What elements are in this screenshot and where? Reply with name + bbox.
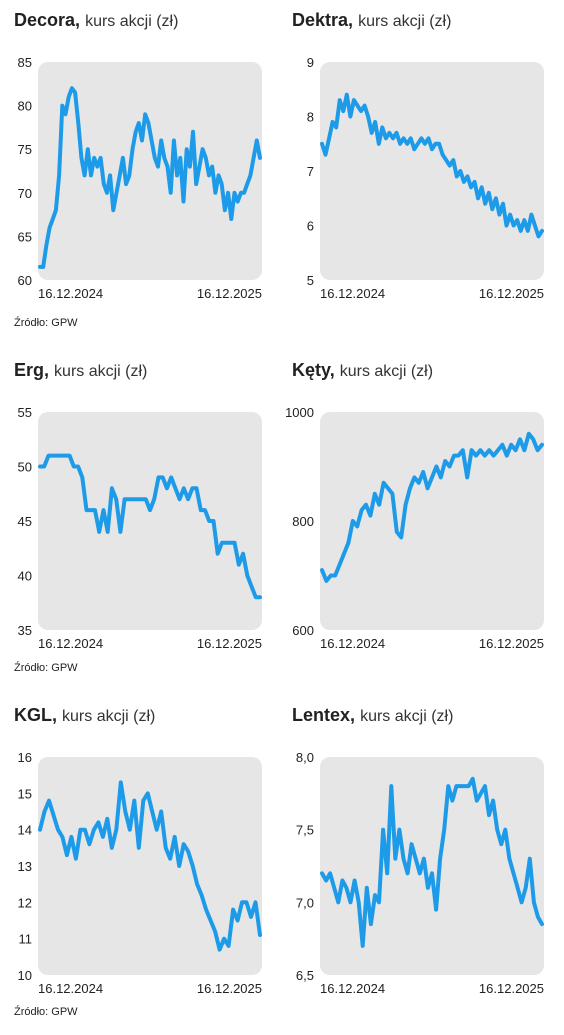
line-chart: 10 11 12 13 14 15 16 16.12.2024 16.12.2025 <box>18 750 262 996</box>
x-tick-label: 16.12.2025 <box>479 286 544 301</box>
chart-subtitle: kurs akcji (zł) <box>54 363 148 380</box>
x-tick-label: 16.12.2024 <box>320 981 385 996</box>
y-tick-label: 70 <box>18 186 32 201</box>
y-tick-label: 85 <box>18 55 32 70</box>
line-chart: 5 6 7 8 9 16.12.2024 16.12.2025 <box>307 55 544 301</box>
x-tick-label: 16.12.2025 <box>197 286 262 301</box>
y-tick-label: 45 <box>18 514 32 529</box>
x-tick-label: 16.12.2024 <box>38 981 103 996</box>
plot-area <box>38 757 262 975</box>
y-tick-label: 55 <box>18 405 32 420</box>
series-line <box>38 780 262 952</box>
x-tick-label: 16.12.2024 <box>320 636 385 651</box>
source-note: Źródło: GPW <box>14 317 78 329</box>
chart-subtitle: kurs akcji (zł) <box>358 13 452 30</box>
x-tick-label: 16.12.2024 <box>320 286 385 301</box>
x-tick-label: 16.12.2025 <box>197 981 262 996</box>
x-tick-label: 16.12.2025 <box>479 636 544 651</box>
plot-area <box>320 62 544 280</box>
x-tick-label: 16.12.2024 <box>38 636 103 651</box>
y-tick-label: 1000 <box>285 405 314 420</box>
chart-subtitle: kurs akcji (zł) <box>85 13 179 30</box>
chart-panel-lentex: Lentex, kurs akcji (zł) 6,5 7,0 7,5 8,0 16.1… <box>282 695 564 1005</box>
chart-subtitle: kurs akcji (zł) <box>62 708 156 725</box>
y-tick-label: 7,0 <box>296 895 314 910</box>
series-line <box>320 431 544 583</box>
plot-area <box>38 412 262 630</box>
y-tick-label: 12 <box>18 895 32 910</box>
y-tick-label: 13 <box>18 859 32 874</box>
line-chart: 600 800 1000 16.12.2024 16.12.2025 <box>285 405 544 651</box>
y-tick-label: 15 <box>18 786 32 801</box>
company-name: Dektra <box>292 10 349 30</box>
company-name: Decora <box>14 10 76 30</box>
line-chart: 60 65 70 75 80 85 16.12.2024 16.12.2025 <box>18 55 262 301</box>
y-tick-label: 16 <box>18 750 32 765</box>
y-tick-label: 35 <box>18 623 32 638</box>
company-name: Erg <box>14 360 45 380</box>
chart-title: Lentex, kurs akcji (zł) <box>292 705 454 725</box>
y-tick-label: 5 <box>307 273 314 288</box>
company-name: Lentex <box>292 705 351 725</box>
y-tick-label: 8,0 <box>296 750 314 765</box>
chart-panel-dektra: Dektra, kurs akcji (zł) 5 6 7 8 9 16.12.2024 1… <box>282 0 564 310</box>
y-tick-label: 65 <box>18 229 32 244</box>
plot-area <box>38 62 262 280</box>
company-name: Kęty <box>292 360 330 380</box>
y-tick-label: 7,5 <box>296 823 314 838</box>
chart-subtitle: kurs akcji (zł) <box>360 708 454 725</box>
company-name: KGL <box>14 705 52 725</box>
x-tick-label: 16.12.2024 <box>38 286 103 301</box>
y-tick-label: 40 <box>18 569 32 584</box>
chart-subtitle: kurs akcji (zł) <box>339 363 434 380</box>
y-tick-label: 80 <box>18 99 32 114</box>
chart-title: Kęty, kurs akcji (zł) <box>292 360 434 380</box>
series-line <box>38 453 262 600</box>
y-tick-label: 8 <box>307 110 314 125</box>
line-chart: 35 40 45 50 55 16.12.2024 16.12.2025 <box>18 405 262 651</box>
y-tick-label: 14 <box>18 823 32 838</box>
chart-panel-erg: Erg, kurs akcji (zł) 35 40 45 50 55 16.12.202… <box>0 350 282 674</box>
y-tick-label: 800 <box>292 514 314 529</box>
chart-panel-kgl: KGL, kurs akcji (zł) 10 11 12 13 14 15 16 16.12… <box>0 695 282 1018</box>
y-tick-label: 10 <box>18 968 32 983</box>
y-tick-label: 9 <box>307 55 314 70</box>
y-tick-label: 75 <box>18 142 32 157</box>
chart-title: KGL, kurs akcji (zł) <box>14 705 156 725</box>
line-chart: 6,5 7,0 7,5 8,0 16.12.2024 16.12.2025 <box>296 750 544 996</box>
series-line <box>320 92 544 239</box>
source-note: Źródło: GPW <box>14 1006 78 1018</box>
chart-title: Erg, kurs akcji (zł) <box>14 360 148 380</box>
y-tick-label: 7 <box>307 164 314 179</box>
x-tick-label: 16.12.2025 <box>197 636 262 651</box>
x-tick-label: 16.12.2025 <box>479 981 544 996</box>
series-line <box>320 776 544 948</box>
chart-title: Decora, kurs akcji (zł) <box>14 10 179 30</box>
chart-title: Dektra, kurs akcji (zł) <box>292 10 452 30</box>
y-tick-label: 600 <box>292 623 314 638</box>
y-tick-label: 6 <box>307 219 314 234</box>
source-note: Źródło: GPW <box>14 662 78 674</box>
series-line <box>38 86 262 269</box>
y-tick-label: 50 <box>18 460 32 475</box>
chart-panel-kety: Kęty, kurs akcji (zł) 600 800 1000 16.12.20… <box>282 350 564 660</box>
y-tick-label: 6,5 <box>296 968 314 983</box>
y-tick-label: 11 <box>19 932 33 947</box>
plot-area <box>320 412 544 630</box>
chart-panel-decora: Decora, kurs akcji (zł) 60 65 70 75 80 85 16.1… <box>0 0 282 329</box>
y-tick-label: 60 <box>18 273 32 288</box>
